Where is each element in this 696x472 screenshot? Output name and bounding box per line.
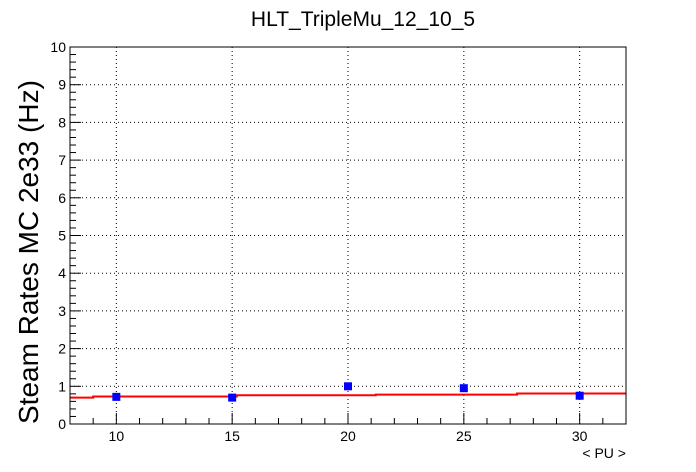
x-tick-label: 25	[456, 428, 472, 444]
x-tick-label: 20	[340, 428, 356, 444]
x-tick-label: 15	[224, 428, 240, 444]
grid-lines	[70, 47, 626, 424]
data-point	[112, 392, 121, 401]
tick-labels: 10 15 20 25 30 0 1 2 3 4 5 6 7 8 9 10	[50, 39, 587, 444]
x-tick-label: 10	[109, 428, 125, 444]
y-tick-label: 4	[58, 265, 66, 281]
y-tick-label: 9	[58, 77, 66, 93]
data-point	[575, 391, 584, 400]
chart-title: HLT_TripleMu_12_10_5	[251, 8, 475, 31]
y-tick-label: 3	[58, 303, 66, 319]
x-axis-label: < PU >	[582, 445, 626, 461]
data-point	[459, 384, 468, 393]
data-point	[228, 393, 237, 402]
fit-line	[70, 392, 626, 399]
y-tick-label: 0	[58, 416, 66, 432]
data-point	[344, 382, 352, 391]
axis-ticks	[69, 46, 627, 425]
y-tick-label: 7	[58, 152, 66, 168]
y-tick-label: 1	[58, 378, 66, 394]
y-tick-label: 10	[50, 39, 66, 55]
x-tick-label: 30	[572, 428, 588, 444]
y-tick-label: 6	[58, 190, 66, 206]
fit-line-layer	[70, 392, 626, 399]
data-points-layer	[112, 382, 584, 402]
y-tick-label: 2	[58, 341, 66, 357]
y-tick-label: 8	[58, 114, 66, 130]
y-tick-label: 5	[58, 228, 66, 244]
y-axis-label: Steam Rates MC 2e33 (Hz)	[13, 80, 44, 424]
